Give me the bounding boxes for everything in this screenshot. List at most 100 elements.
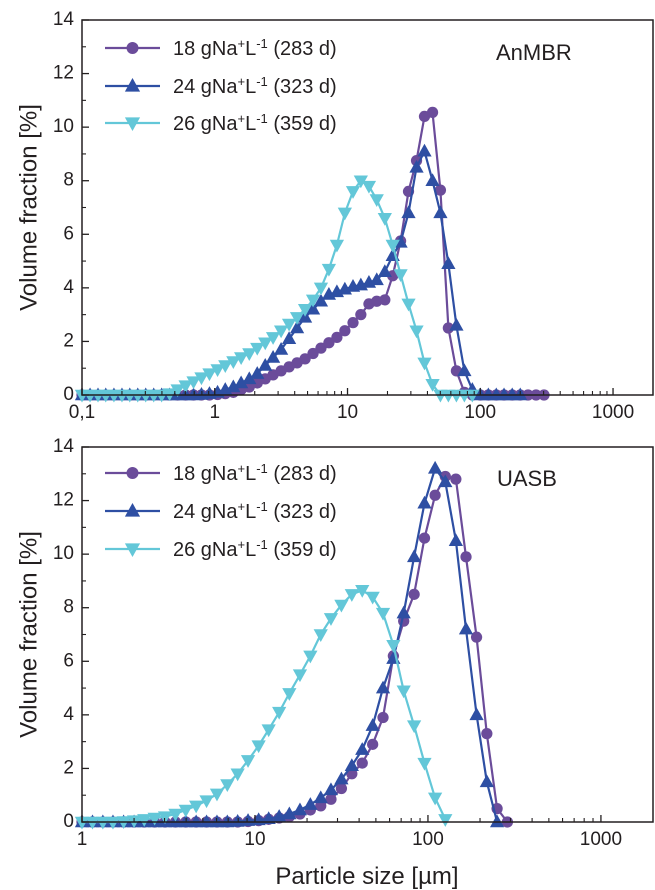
x-tick-label: 0,1 bbox=[69, 402, 95, 423]
data-point bbox=[401, 205, 416, 219]
data-point bbox=[168, 808, 183, 822]
data-point bbox=[458, 621, 474, 635]
data-point bbox=[339, 325, 351, 337]
data-point bbox=[365, 718, 380, 731]
x-axis-title: Particle size [µm] bbox=[275, 863, 458, 890]
data-point bbox=[469, 707, 484, 721]
data-point bbox=[315, 342, 327, 354]
legend-superscript: + bbox=[238, 499, 246, 514]
legend-item-2: 24 gNa+L-1 (323 d) bbox=[105, 499, 337, 524]
y-tick-label: 2 bbox=[63, 330, 74, 351]
data-point bbox=[438, 474, 453, 488]
legend: 18 gNa+L-1 (283 d)24 gNa+L-1 (323 d)26 g… bbox=[105, 36, 337, 135]
data-point bbox=[335, 782, 348, 795]
data-point bbox=[365, 591, 380, 605]
data-point bbox=[334, 599, 349, 613]
data-point bbox=[470, 631, 483, 643]
y-tick-label: 2 bbox=[63, 757, 74, 778]
data-point bbox=[396, 605, 411, 619]
data-point bbox=[137, 814, 152, 827]
data-point bbox=[230, 813, 245, 827]
y-tick-label: 6 bbox=[63, 223, 74, 244]
legend-superscript: -1 bbox=[256, 537, 268, 552]
data-point bbox=[334, 771, 349, 785]
legend-label: 24 gNa+L-1 (323 d) bbox=[173, 74, 337, 99]
x-tick-label: 1000 bbox=[580, 829, 622, 850]
panel-anmbr: 0 2 4 6 8 10 12 14 0,1 1 10 100 1000 Volume fraction… bbox=[15, 9, 654, 423]
data-point bbox=[273, 341, 289, 355]
data-point bbox=[186, 376, 201, 390]
data-point bbox=[292, 802, 308, 816]
data-point bbox=[393, 269, 408, 282]
data-point bbox=[450, 473, 462, 485]
data-point bbox=[433, 205, 448, 219]
data-point bbox=[457, 363, 472, 377]
legend-superscript: + bbox=[238, 111, 246, 126]
legend-superscript: -1 bbox=[256, 111, 268, 126]
y-tick-label: 10 bbox=[53, 116, 74, 137]
data-point bbox=[429, 489, 441, 501]
data-point bbox=[313, 293, 329, 307]
data-point bbox=[377, 711, 389, 724]
data-point bbox=[481, 727, 493, 740]
y-tick-label: 0 bbox=[63, 384, 74, 405]
data-point bbox=[337, 207, 352, 221]
data-point bbox=[313, 790, 328, 804]
data-point bbox=[408, 588, 420, 600]
data-point bbox=[407, 720, 422, 734]
legend-swatch-marker bbox=[124, 78, 141, 92]
data-point bbox=[407, 549, 422, 563]
legend-superscript: -1 bbox=[256, 461, 268, 476]
data-point bbox=[460, 551, 472, 563]
legend-item-1: 18 gNa+L-1 (283 d) bbox=[105, 461, 337, 485]
legend-text-part: 18 gNa bbox=[173, 38, 238, 60]
data-point bbox=[220, 779, 235, 792]
legend-label: 24 gNa+L-1 (323 d) bbox=[173, 499, 337, 524]
data-point bbox=[194, 372, 209, 386]
data-point bbox=[377, 212, 392, 226]
data-point bbox=[375, 607, 391, 621]
legend-text-part: L bbox=[245, 38, 256, 60]
legend-swatch-marker bbox=[126, 467, 139, 479]
legend-text-part: 26 gNa bbox=[173, 539, 238, 561]
data-point bbox=[409, 159, 424, 173]
data-point bbox=[199, 814, 214, 828]
y-tick-label: 8 bbox=[63, 597, 74, 618]
data-point bbox=[272, 706, 287, 720]
data-point bbox=[202, 368, 217, 382]
data-point bbox=[434, 184, 447, 196]
data-point bbox=[209, 788, 225, 802]
data-point bbox=[261, 811, 276, 825]
data-point bbox=[95, 816, 110, 830]
data-point bbox=[226, 356, 241, 370]
data-point bbox=[425, 379, 440, 392]
x-tick-label: 10 bbox=[244, 829, 265, 850]
legend-text-part: L bbox=[245, 539, 256, 561]
data-point bbox=[465, 389, 480, 403]
data-point bbox=[250, 366, 265, 379]
data-point bbox=[379, 294, 391, 306]
legend-text-part: (323 d) bbox=[268, 501, 337, 523]
legend-item-3: 26 gNa+L-1 (359 d) bbox=[105, 537, 337, 562]
data-point bbox=[265, 332, 281, 345]
data-point bbox=[417, 495, 432, 509]
data-point bbox=[427, 792, 443, 806]
data-point bbox=[418, 532, 431, 544]
data-point bbox=[323, 782, 339, 796]
data-point bbox=[361, 180, 377, 194]
panel-label: UASB bbox=[497, 466, 557, 491]
data-point bbox=[347, 317, 359, 329]
data-point bbox=[313, 629, 328, 642]
y-tick-label: 14 bbox=[53, 436, 75, 457]
data-point bbox=[220, 814, 235, 828]
data-point bbox=[387, 270, 399, 282]
data-point bbox=[344, 589, 359, 602]
data-point bbox=[74, 816, 90, 830]
data-point bbox=[178, 380, 193, 394]
legend-label: 26 gNa+L-1 (359 d) bbox=[173, 537, 337, 562]
data-point bbox=[331, 331, 343, 344]
data-point bbox=[303, 797, 318, 810]
legend-text-part: (323 d) bbox=[268, 76, 337, 98]
data-point bbox=[355, 585, 370, 598]
data-point bbox=[199, 795, 214, 809]
